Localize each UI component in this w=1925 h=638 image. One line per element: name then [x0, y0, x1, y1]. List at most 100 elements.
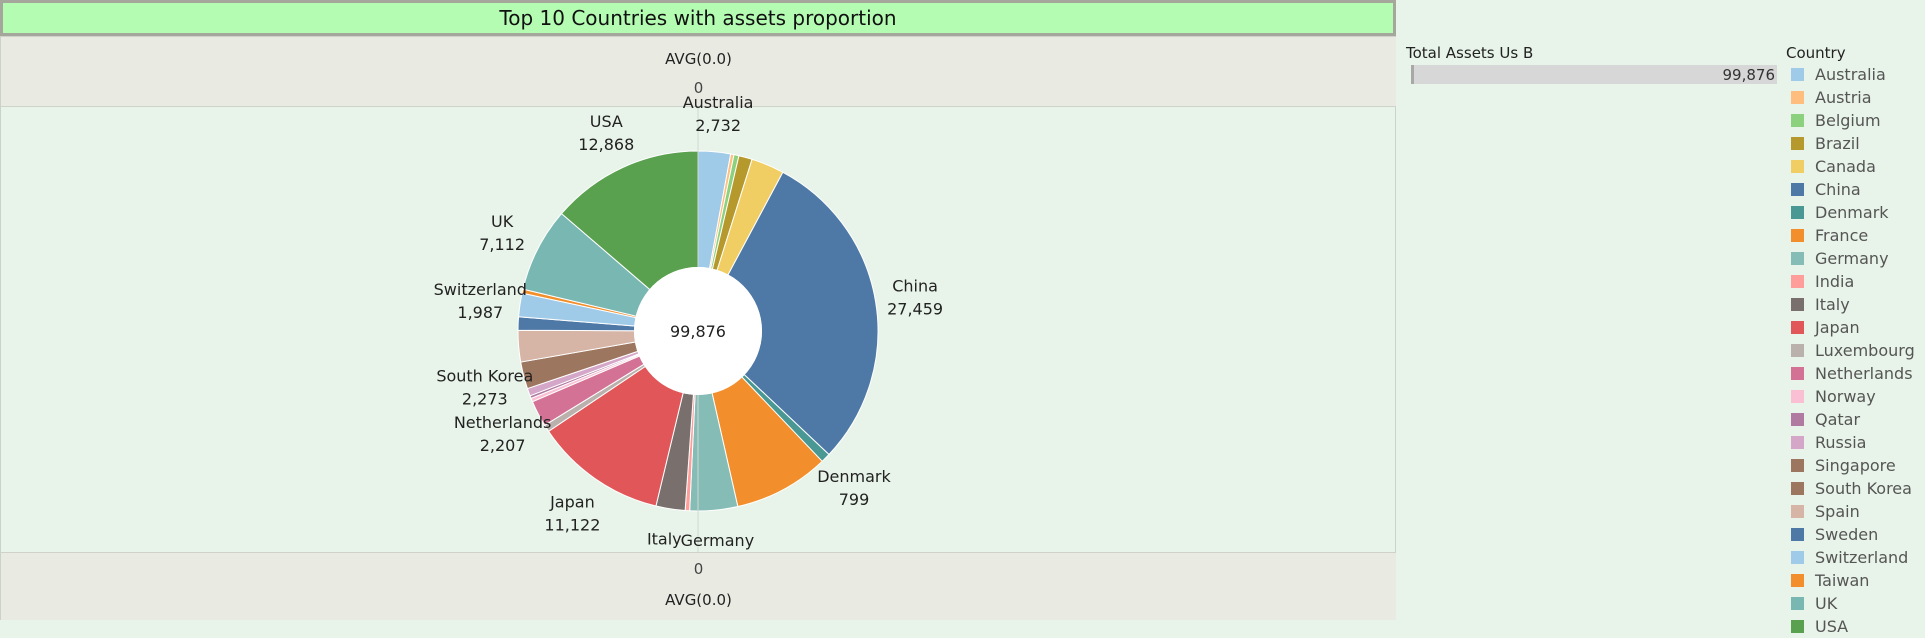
chart-frame: AVG(0.0) 0 99,876 Australia 2,732 China 27,… — [0, 36, 1396, 620]
total-assets-title: Total Assets Us B — [1406, 44, 1534, 62]
legend-title: Country — [1786, 44, 1846, 62]
legend-label: Switzerland — [1815, 548, 1909, 567]
legend-label: Japan — [1815, 318, 1860, 337]
legend-swatch — [1791, 321, 1804, 334]
total-assets-panel: Total Assets Us B 99,876 — [1406, 44, 1777, 84]
legend-label: Denmark — [1815, 203, 1889, 222]
legend-swatch — [1791, 482, 1804, 495]
legend-item[interactable]: Canada — [1786, 155, 1925, 178]
legend-label: India — [1815, 272, 1855, 291]
legend-swatch — [1791, 620, 1804, 633]
legend-label: South Korea — [1815, 479, 1912, 498]
bottom-avg-label: AVG(0.0) — [665, 591, 732, 609]
legend-label: Netherlands — [1815, 364, 1913, 383]
slice-label-name: Japan — [549, 493, 595, 512]
legend-label: Brazil — [1815, 134, 1860, 153]
legend-label: Taiwan — [1815, 571, 1870, 590]
slice-label-name: Australia — [683, 93, 754, 112]
legend-swatch — [1791, 390, 1804, 403]
legend-swatch — [1791, 91, 1804, 104]
legend-items: Australia Austria Belgium Brazil Canada China… — [1786, 63, 1925, 638]
slice-label-name: Netherlands — [454, 413, 552, 432]
legend-label: China — [1815, 180, 1861, 199]
legend-item[interactable]: Sweden — [1786, 523, 1925, 546]
legend-item[interactable]: South Korea — [1786, 477, 1925, 500]
legend-swatch — [1791, 344, 1804, 357]
legend-item[interactable]: Spain — [1786, 500, 1925, 523]
slice-label-name: Denmark — [817, 467, 891, 486]
legend-label: Russia — [1815, 433, 1867, 452]
legend-item[interactable]: Belgium — [1786, 109, 1925, 132]
donut-chart[interactable]: 99,876 Australia 2,732 China 27,459 Denmark 7… — [1, 36, 1397, 552]
legend-item[interactable]: Singapore — [1786, 454, 1925, 477]
legend-label: Spain — [1815, 502, 1860, 521]
legend-item[interactable]: Switzerland — [1786, 546, 1925, 569]
slice-label-name: China — [892, 277, 938, 296]
total-assets-bar[interactable]: 99,876 — [1411, 65, 1777, 84]
legend-item[interactable]: UK — [1786, 592, 1925, 615]
slice-label-value: 2,732 — [695, 116, 741, 135]
slice-label-value: 799 — [839, 490, 870, 509]
legend-item[interactable]: Brazil — [1786, 132, 1925, 155]
legend-item[interactable]: Luxembourg — [1786, 339, 1925, 362]
legend-item[interactable]: Italy — [1786, 293, 1925, 316]
slice-labels: Australia 2,732 China 27,459 Denmark 799 Germa… — [434, 93, 943, 550]
slice-label-name: South Korea — [436, 366, 533, 385]
legend-label: Sweden — [1815, 525, 1879, 544]
legend-swatch — [1791, 68, 1804, 81]
legend-swatch — [1791, 114, 1804, 127]
legend-swatch — [1791, 551, 1804, 564]
pie-slice[interactable] — [697, 171, 879, 456]
legend-item[interactable]: Netherlands — [1786, 362, 1925, 385]
slice-label-value: 27,459 — [887, 300, 943, 319]
bottom-avg-value: 0 — [693, 560, 704, 578]
legend-item[interactable]: China — [1786, 178, 1925, 201]
legend-item[interactable]: Austria — [1786, 86, 1925, 109]
legend-item[interactable]: Germany — [1786, 247, 1925, 270]
legend-swatch — [1791, 137, 1804, 150]
legend-swatch — [1791, 298, 1804, 311]
legend-swatch — [1791, 413, 1804, 426]
legend-swatch — [1791, 505, 1804, 518]
legend-item[interactable]: Russia — [1786, 431, 1925, 454]
legend-item[interactable]: India — [1786, 270, 1925, 293]
slice-label-value: 12,868 — [578, 135, 634, 154]
legend-item[interactable]: USA — [1786, 615, 1925, 638]
slice-label-name: USA — [590, 112, 623, 131]
legend-swatch — [1791, 252, 1804, 265]
legend-item[interactable]: Taiwan — [1786, 569, 1925, 592]
legend-item[interactable]: Denmark — [1786, 201, 1925, 224]
legend-label: Singapore — [1815, 456, 1896, 475]
legend-item[interactable]: France — [1786, 224, 1925, 247]
legend-swatch — [1791, 160, 1804, 173]
top-avg-label: AVG(0.0) — [665, 50, 732, 68]
slice-label-name: Italy — [647, 529, 682, 548]
legend-swatch — [1791, 574, 1804, 587]
total-assets-value: 99,876 — [1722, 66, 1776, 84]
slice-label-value: 2,207 — [480, 436, 526, 455]
legend-item[interactable]: Qatar — [1786, 408, 1925, 431]
slice-label-value: 11,122 — [544, 516, 600, 535]
legend-swatch — [1791, 597, 1804, 610]
chart-title: Top 10 Countries with assets proportion — [499, 6, 897, 30]
legend-swatch — [1791, 183, 1804, 196]
slice-label-name: Switzerland — [434, 280, 527, 299]
legend-swatch — [1791, 275, 1804, 288]
legend-label: Qatar — [1815, 410, 1861, 429]
slice-label-value: 2,273 — [462, 389, 508, 408]
legend-swatch — [1791, 229, 1804, 242]
bottom-avg-band: 0 AVG(0.0) — [1, 552, 1396, 620]
legend-label: Belgium — [1815, 111, 1881, 130]
legend-label: Italy — [1815, 295, 1850, 314]
legend-label: UK — [1815, 594, 1838, 613]
slice-label-name: Germany — [681, 531, 755, 550]
legend-swatch — [1791, 459, 1804, 472]
legend-label: USA — [1815, 617, 1849, 636]
legend-item[interactable]: Australia — [1786, 63, 1925, 86]
chart-title-bar: Top 10 Countries with assets proportion — [0, 0, 1396, 36]
legend-label: Norway — [1815, 387, 1876, 406]
legend-label: Canada — [1815, 157, 1876, 176]
legend-item[interactable]: Norway — [1786, 385, 1925, 408]
legend-item[interactable]: Japan — [1786, 316, 1925, 339]
legend-swatch — [1791, 436, 1804, 449]
